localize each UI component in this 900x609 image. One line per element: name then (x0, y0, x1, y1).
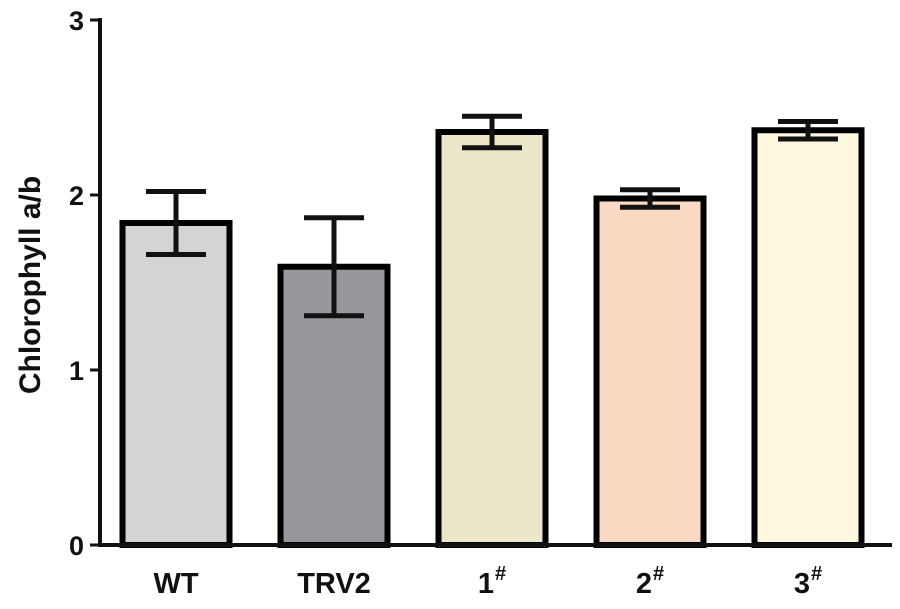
y-axis-title: Chlorophyll a/b (14, 176, 47, 394)
y-axis: 0 1 2 3 (69, 6, 102, 561)
y-tick-label: 1 (69, 356, 84, 386)
x-tick-label: 2# (636, 563, 664, 600)
error-bar (778, 119, 838, 142)
error-bars (146, 113, 838, 319)
y-tick-label: 3 (69, 6, 84, 36)
bars (119, 127, 865, 548)
x-tick-label: WT (153, 568, 198, 600)
x-tick-label: 3# (794, 563, 822, 600)
y-tick-label: 0 (69, 531, 84, 561)
y-tick-label: 2 (69, 181, 84, 211)
error-bar (304, 215, 364, 319)
bar-2 (593, 195, 707, 548)
x-tick-label: TRV2 (297, 568, 371, 600)
bar-wt (119, 220, 233, 548)
bar-1 (435, 129, 549, 548)
x-tick-label: 1# (478, 563, 506, 600)
error-bar (462, 113, 522, 151)
error-bar (620, 187, 680, 210)
error-bar (146, 189, 206, 257)
bar-3 (751, 127, 865, 548)
x-axis: WT TRV2 1# 2# 3# (98, 543, 892, 600)
